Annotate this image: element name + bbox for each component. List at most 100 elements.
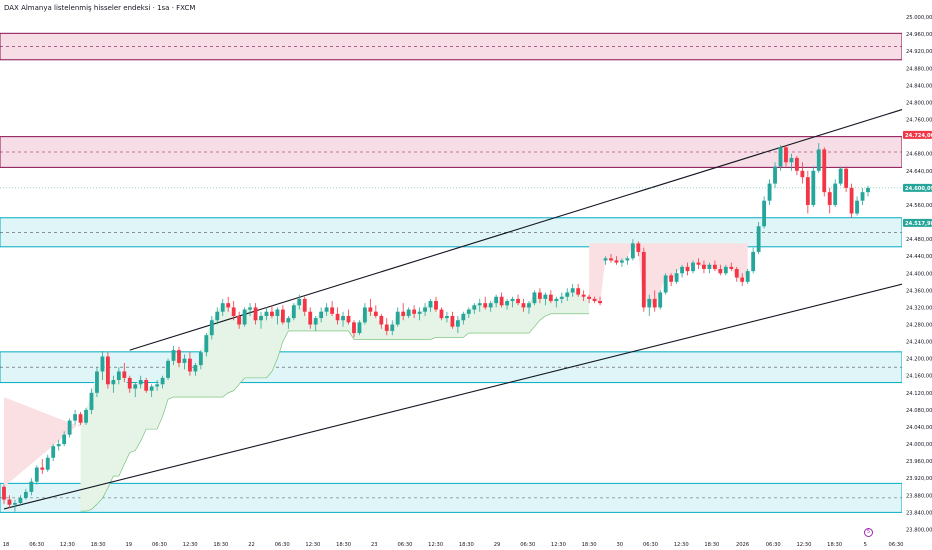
stop-line-green xyxy=(80,313,590,512)
candle-body xyxy=(773,166,777,184)
candle-body xyxy=(248,307,252,310)
candle-132 xyxy=(723,264,728,276)
candle-156 xyxy=(855,196,859,216)
candle-body xyxy=(816,149,821,171)
candle-81 xyxy=(445,311,449,323)
candle-body xyxy=(445,315,449,319)
candle-23 xyxy=(127,375,132,393)
candle-body xyxy=(67,420,72,435)
candle-body xyxy=(866,187,870,193)
candle-body xyxy=(712,264,717,269)
price-tag-label: 24.600,09 xyxy=(905,186,932,192)
candle-40 xyxy=(220,298,225,316)
event-marker-icon[interactable]: 5 xyxy=(864,528,873,537)
candle-155 xyxy=(849,183,854,218)
candle-134 xyxy=(734,266,739,282)
candle-105 xyxy=(576,283,581,297)
candle-body xyxy=(362,307,367,323)
candle-68 xyxy=(373,305,378,319)
candle-body xyxy=(570,288,575,293)
candle-body xyxy=(860,192,865,201)
x-tick-label: 18:30 xyxy=(336,542,351,548)
candle-102 xyxy=(559,292,564,304)
x-tick-label: 12:30 xyxy=(551,542,566,548)
y-tick-label: 24.200,00 xyxy=(906,357,932,363)
candle-body xyxy=(160,377,165,385)
candle-body xyxy=(581,294,586,297)
candle-119 xyxy=(652,290,657,312)
candle-body xyxy=(357,322,362,334)
channel-upper-line xyxy=(129,99,932,351)
candle-body xyxy=(466,309,471,314)
candle-body xyxy=(29,481,34,492)
candle-body xyxy=(625,258,630,261)
candle-26 xyxy=(144,377,149,393)
x-tick-label: 23 xyxy=(371,542,378,548)
candle-88 xyxy=(483,296,488,310)
candle-4 xyxy=(23,488,28,500)
candle-126 xyxy=(691,260,695,274)
candle-body xyxy=(242,309,247,325)
candle-body xyxy=(532,292,537,304)
candle-11 xyxy=(62,431,67,447)
candle-body xyxy=(182,358,187,363)
candle-body xyxy=(280,309,285,323)
x-tick-label: 18:30 xyxy=(582,542,597,548)
candle-body xyxy=(499,296,504,306)
candle-body xyxy=(751,251,756,272)
candle-body xyxy=(636,243,641,252)
candle-114 xyxy=(625,256,630,265)
candle-150 xyxy=(822,147,827,197)
candle-144 xyxy=(789,153,794,171)
candle-body xyxy=(685,266,690,272)
candle-body xyxy=(40,467,45,470)
x-tick-label: 12:30 xyxy=(428,542,443,548)
y-tick-label: 24.840,00 xyxy=(906,83,932,89)
candle-14 xyxy=(78,412,83,425)
candle-63 xyxy=(346,309,351,325)
candle-76 xyxy=(417,307,422,321)
candle-13 xyxy=(73,409,78,425)
candle-89 xyxy=(488,301,493,312)
candle-18 xyxy=(100,350,105,381)
y-tick-label: 24.160,00 xyxy=(906,374,932,380)
candle-body xyxy=(822,149,827,193)
price-tag-bg-2 xyxy=(903,218,932,227)
candle-body xyxy=(833,183,838,205)
candle-79 xyxy=(434,296,438,312)
candle-body xyxy=(319,311,324,319)
candle-body xyxy=(2,486,6,500)
stop-cloud-red-mid xyxy=(589,243,748,308)
candle-75 xyxy=(412,305,417,319)
candle-16 xyxy=(89,388,94,415)
candle-67 xyxy=(368,298,373,316)
candle-body xyxy=(412,309,417,314)
x-tick-label: 06:30 xyxy=(643,542,658,548)
x-tick-label: 06:30 xyxy=(152,542,167,548)
candle-body xyxy=(691,262,695,272)
candle-148 xyxy=(811,166,816,208)
candle-body xyxy=(789,157,794,163)
candle-body xyxy=(100,356,105,372)
candle-body xyxy=(384,324,389,331)
candle-3 xyxy=(18,495,23,506)
candle-body xyxy=(7,499,12,505)
candle-body xyxy=(745,271,750,282)
candle-19 xyxy=(105,352,110,389)
candle-34 xyxy=(188,352,192,376)
candle-body xyxy=(291,305,296,319)
candle-47 xyxy=(259,311,263,329)
candle-37 xyxy=(204,333,209,357)
candle-52 xyxy=(286,315,291,329)
candle-122 xyxy=(669,273,674,287)
candle-41 xyxy=(226,296,231,312)
candle-body xyxy=(428,301,433,308)
y-tick-label: 24.800,00 xyxy=(906,100,932,106)
candle-body xyxy=(559,296,564,299)
candle-127 xyxy=(696,258,701,269)
candle-128 xyxy=(702,260,706,274)
candle-body xyxy=(794,157,799,171)
candle-31 xyxy=(171,345,176,366)
candle-120 xyxy=(658,290,663,310)
